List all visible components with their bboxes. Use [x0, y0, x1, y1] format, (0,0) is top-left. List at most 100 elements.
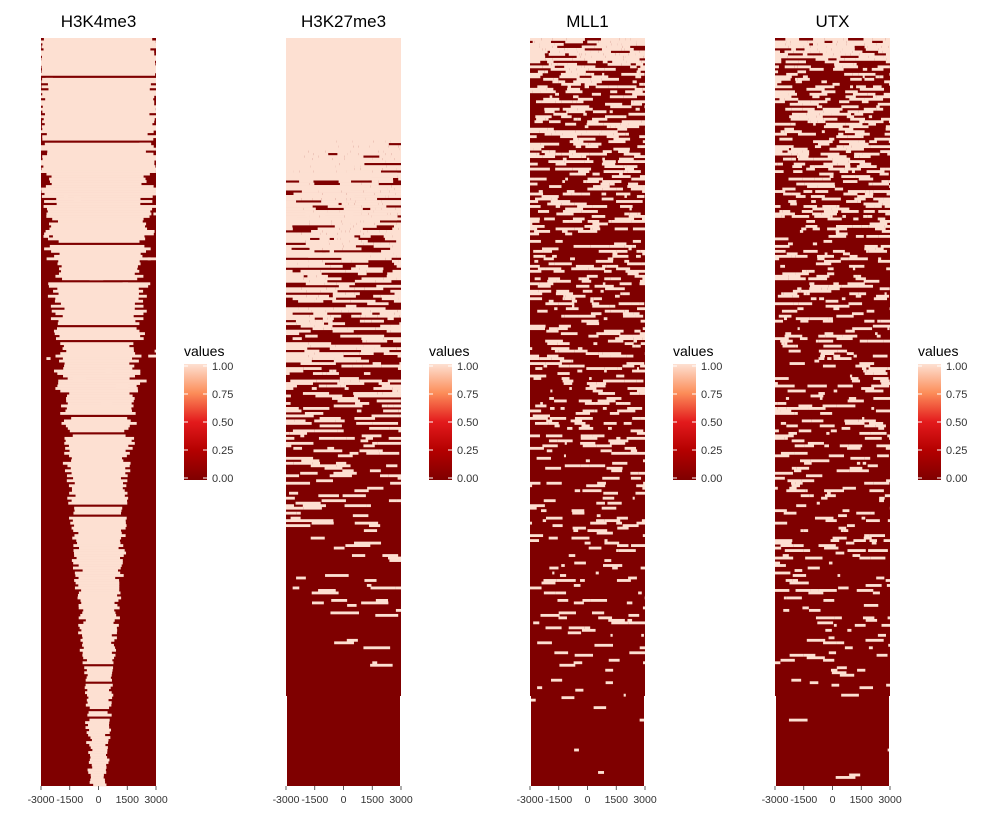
heatmap-cell: [578, 426, 594, 430]
heatmap-cell: [635, 344, 641, 348]
heatmap-cell: [558, 349, 575, 353]
heatmap-cell: [530, 292, 543, 296]
heatmap-cell: [779, 97, 785, 101]
heatmap-cell: [530, 162, 538, 166]
heatmap-cell: [59, 252, 141, 256]
heatmap-cell: [806, 638, 826, 642]
heatmap-cell: [567, 47, 577, 51]
heatmap-cell: [369, 426, 390, 430]
heatmap-cell: [793, 50, 804, 54]
heatmap-cell: [571, 359, 574, 363]
heatmap-cell: [73, 566, 121, 570]
heatmap-cell: [624, 379, 637, 383]
heatmap-cell: [590, 312, 602, 316]
heatmap-cell: [71, 471, 126, 475]
heatmap-cell: [784, 50, 788, 54]
heatmap-cell: [870, 556, 886, 560]
heatmap-cell: [366, 451, 380, 455]
heatmap-cell: [530, 50, 548, 54]
heatmap-cell: [832, 210, 838, 213]
heatmap-cell: [601, 192, 607, 196]
heatmap-cell: [879, 220, 890, 223]
heatmap-cell: [845, 421, 865, 425]
heatmap-cell: [789, 581, 809, 585]
panel-title: UTX: [816, 12, 850, 31]
heatmap-cell: [286, 162, 328, 166]
heatmap-cell: [392, 227, 399, 231]
heatmap-cell: [865, 584, 882, 587]
heatmap-cell: [807, 566, 820, 570]
heatmap-cell: [82, 611, 116, 615]
heatmap-cell: [866, 170, 885, 173]
heatmap-cell: [530, 232, 540, 236]
heatmap-cell: [397, 309, 401, 313]
heatmap-cell: [861, 225, 869, 228]
heatmap-cell: [286, 314, 310, 318]
heatmap-cell: [809, 282, 815, 286]
heatmap-cell: [856, 85, 859, 89]
heatmap-cell: [301, 232, 321, 236]
heatmap-cell: [591, 92, 601, 96]
heatmap-cell: [848, 264, 865, 268]
heatmap-cell: [775, 190, 786, 193]
heatmap-cell: [828, 454, 845, 458]
heatmap-cell: [559, 663, 576, 667]
heatmap-cell: [113, 304, 119, 308]
heatmap-cell: [869, 222, 888, 226]
heatmap-cell: [627, 407, 643, 410]
heatmap-cell: [851, 170, 855, 173]
heatmap-cell: [47, 294, 147, 298]
heatmap-cell: [44, 232, 154, 236]
heatmap-cell: [358, 145, 370, 149]
heatmap-cell: [377, 441, 401, 445]
heatmap-panel-utx: UTX-3000 -1500 0 1500 3000values1.000.750.50…: [762, 12, 968, 806]
heatmap-cell: [775, 249, 786, 253]
heatmap-cell: [826, 45, 838, 49]
heatmap-cell: [545, 267, 562, 271]
heatmap-cell: [387, 272, 401, 276]
heatmap-cell: [286, 67, 401, 71]
heatmap-cell: [390, 155, 401, 159]
heatmap-cell: [574, 416, 593, 420]
heatmap-cell: [286, 436, 295, 440]
heatmap-cell: [865, 638, 884, 642]
heatmap-cell: [606, 496, 615, 500]
heatmap-cell: [364, 319, 372, 323]
heatmap-cell: [883, 92, 890, 96]
heatmap-cell: [587, 177, 604, 181]
heatmap-cell: [87, 713, 112, 717]
heatmap-cell: [817, 105, 823, 109]
heatmap-cell: [821, 80, 827, 84]
heatmap-cell: [837, 40, 847, 44]
heatmap-cell: [534, 421, 549, 425]
heatmap-cell: [607, 257, 614, 261]
heatmap-cell: [286, 120, 401, 124]
heatmap-cell: [286, 77, 401, 81]
heatmap-cell: [555, 239, 563, 243]
heatmap-cell: [373, 210, 401, 213]
heatmap-cell: [565, 207, 584, 211]
heatmap-cell: [374, 222, 397, 226]
heatmap-cell: [644, 105, 645, 109]
heatmap-cell: [86, 741, 109, 744]
heatmap-cell: [808, 608, 821, 612]
heatmap-cell: [55, 297, 139, 301]
heatmap-cell: [585, 459, 590, 463]
heatmap-cell: [862, 75, 865, 79]
heatmap-cell: [797, 287, 802, 291]
heatmap-cell: [854, 132, 870, 136]
heatmap-cell: [396, 239, 401, 243]
heatmap-cell: [581, 192, 591, 196]
heatmap-cell: [586, 274, 598, 278]
heatmap-cell: [327, 446, 335, 450]
heatmap-cell: [784, 127, 794, 131]
heatmap-edge: [400, 696, 402, 786]
heatmap-cell: [44, 142, 151, 146]
x-tick-label: -1500: [545, 794, 572, 806]
heatmap-cell: [878, 210, 890, 213]
heatmap-cell: [573, 80, 592, 84]
heatmap-cell: [345, 544, 371, 547]
heatmap-cell: [611, 220, 622, 223]
heatmap-cell: [382, 195, 386, 198]
heatmap-cell: [370, 586, 396, 590]
